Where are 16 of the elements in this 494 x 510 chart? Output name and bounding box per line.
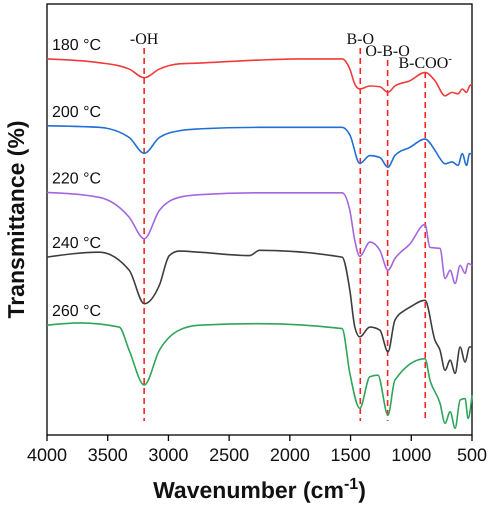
x-tick-label: 3000: [148, 445, 188, 465]
ref-line-label: -OH: [130, 31, 159, 48]
y-axis-title: Transmittance (%): [3, 120, 29, 319]
series-label: 180 °C: [52, 36, 102, 54]
series-label: 260 °C: [52, 303, 102, 320]
x-tick-label: 4000: [26, 445, 68, 465]
x-tick-label: 1000: [391, 445, 432, 465]
series-label: 240 °C: [52, 235, 102, 252]
x-tick-label: 2500: [209, 445, 250, 465]
x-tick-label: 3500: [88, 445, 128, 465]
x-tick-label: 2000: [270, 445, 310, 465]
series-label: 200 °C: [52, 104, 102, 121]
x-tick-label: 500: [456, 445, 488, 465]
series-label: 220 °C: [52, 170, 102, 188]
x-tick-label: 1500: [330, 445, 371, 465]
x-axis-title: Wavenumber (cm$^{-1}$): [153, 475, 366, 503]
